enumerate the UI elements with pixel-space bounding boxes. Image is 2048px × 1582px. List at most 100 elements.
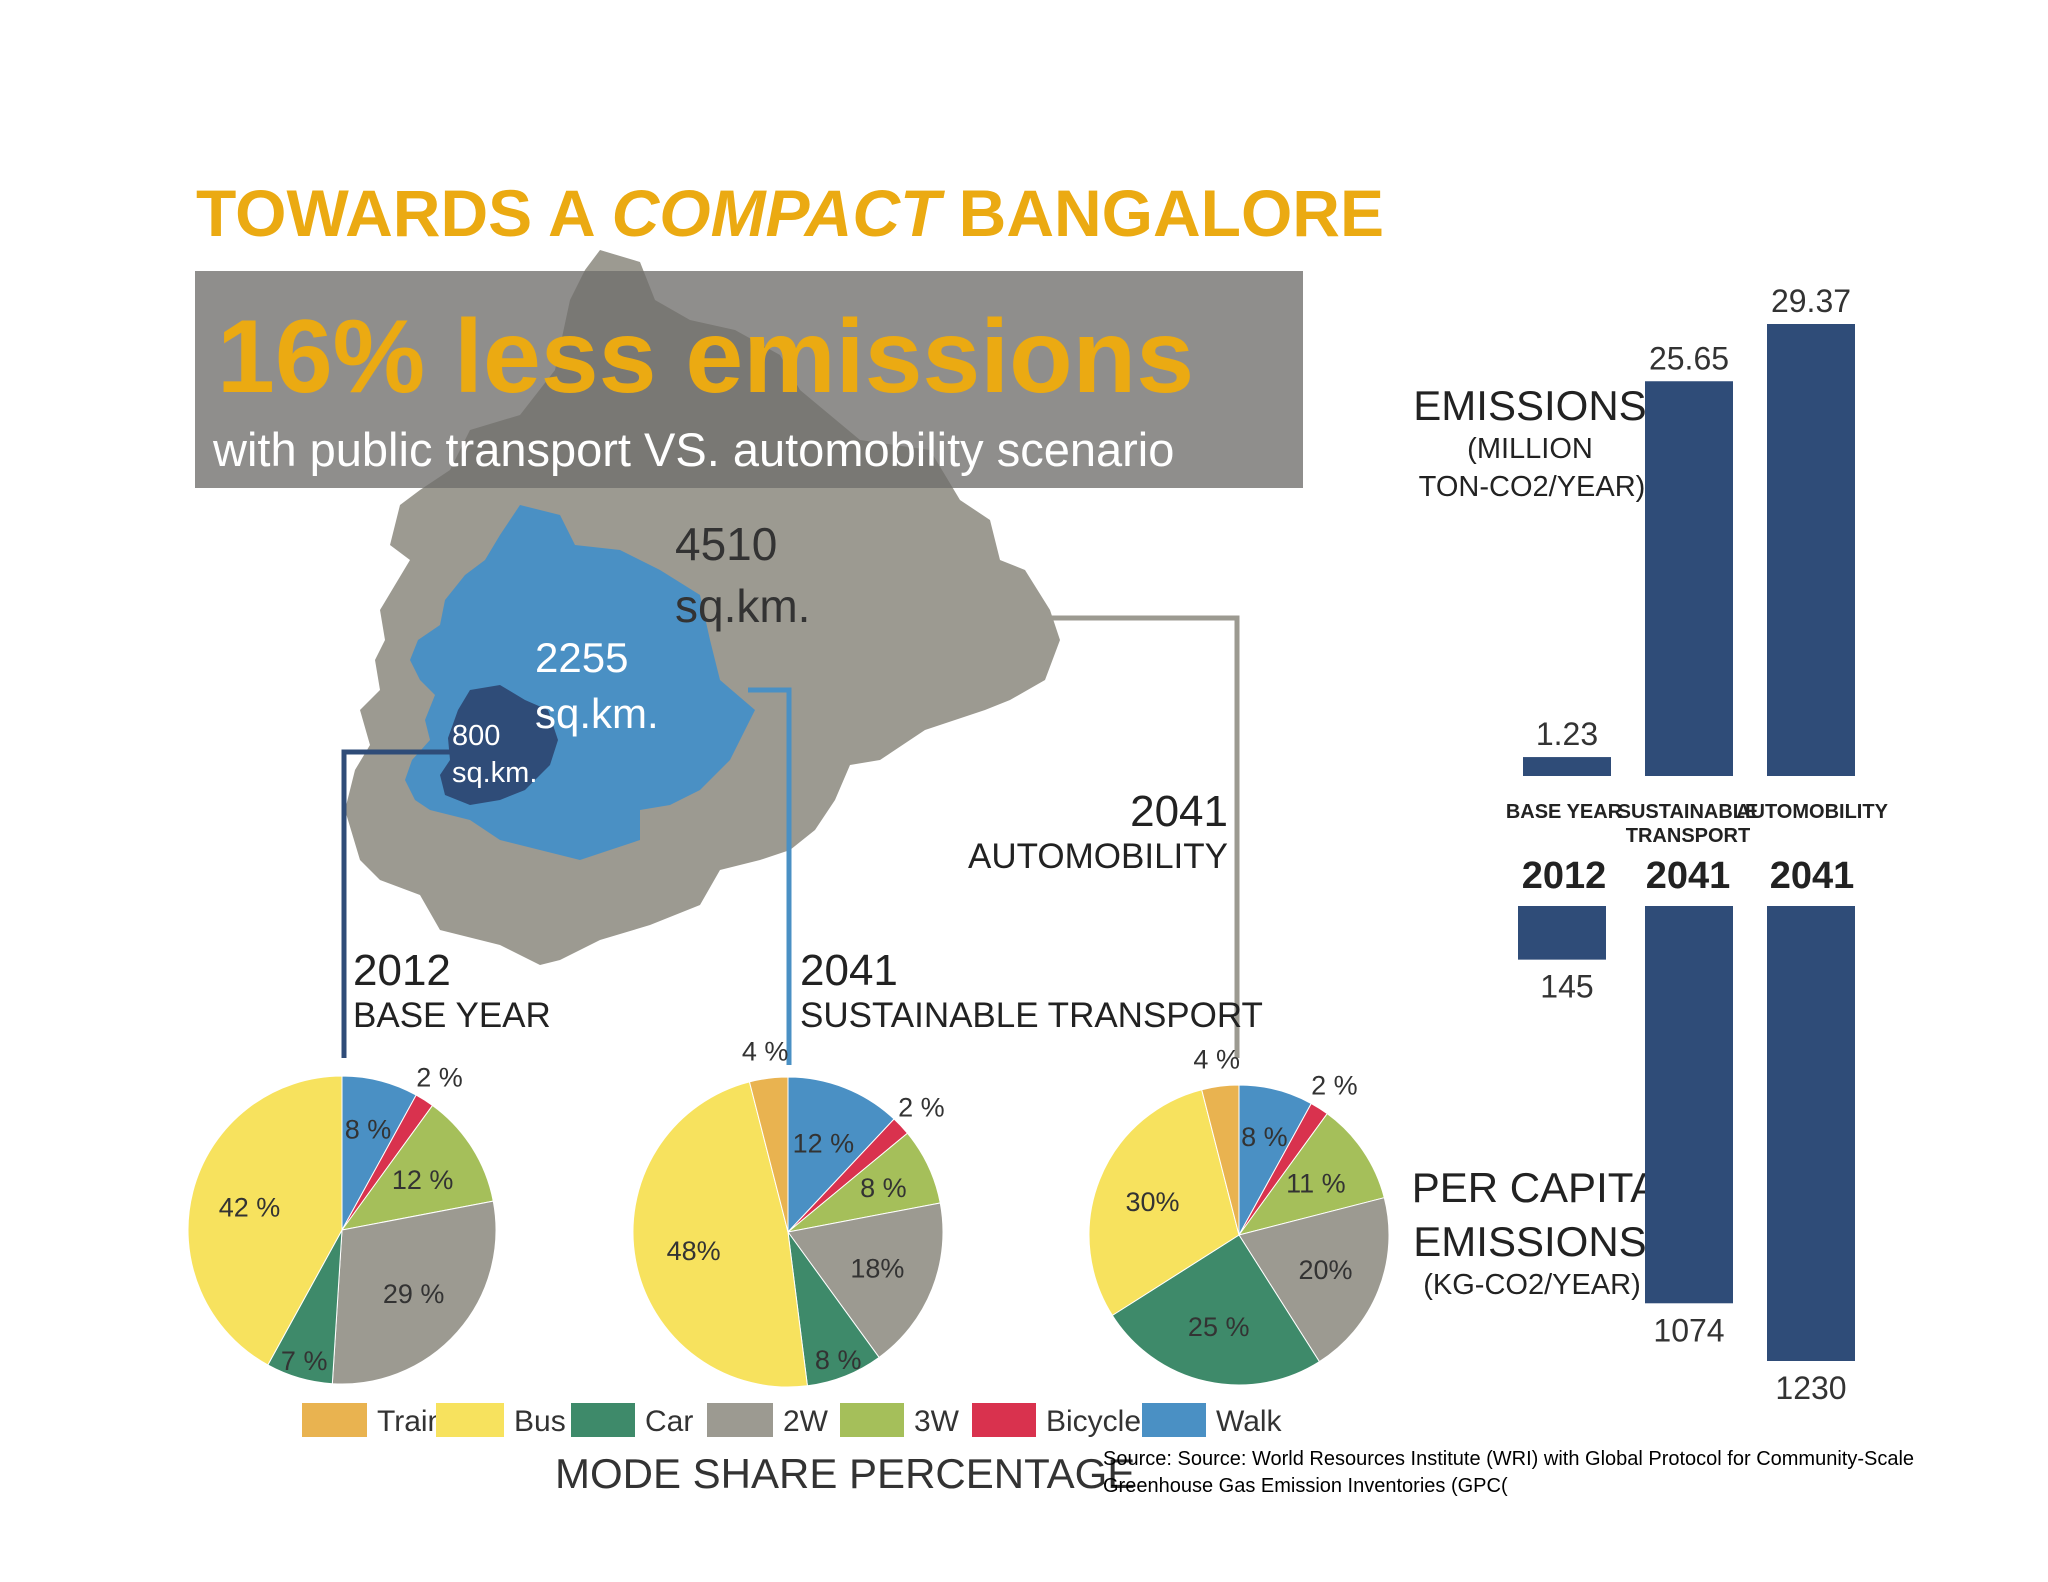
pie-label-walk: 8 % <box>345 1115 392 1145</box>
column-label-sustainable-1: SUSTAINABLE <box>1618 801 1759 823</box>
source-note: Source: Source: World Resources Institut… <box>1103 1448 1915 1497</box>
title-part-3: BANGALORE <box>940 176 1384 250</box>
legend-swatch-train <box>302 1403 367 1437</box>
scenario-2-label: SUSTAINABLE TRANSPORT <box>800 996 1263 1035</box>
legend-swatch-bicycle <box>972 1403 1036 1437</box>
pie-slice-bus <box>632 1081 808 1388</box>
pie-label-3w: 8 % <box>860 1173 907 1203</box>
pie-label-walk: 8 % <box>1241 1122 1288 1152</box>
emissions-panel: EMISSIONS (MILLION TON-CO2/YEAR) PER CAP… <box>1412 283 1889 1406</box>
pie-label-train: 4 % <box>742 1036 789 1066</box>
scenario-1-label: BASE YEAR <box>353 996 551 1035</box>
pie-label-2w: 29 % <box>383 1279 445 1309</box>
mode-share-legend: Train Bus Car 2W 3W Bicycle Walk <box>302 1403 1283 1438</box>
map-inner-value: 800 <box>452 720 500 752</box>
map-inner-region <box>440 685 558 805</box>
pie-chart-base-year: 8 % 2 % 12 % 29 % 7 % 42 % <box>187 1062 497 1385</box>
legend-label-bicycle: Bicycle <box>1046 1405 1141 1438</box>
headline-banner <box>195 271 1303 488</box>
pie-label-bus: 48% <box>667 1236 721 1266</box>
per-capita-label-2: EMISSIONS <box>1413 1218 1646 1265</box>
pie-label-bus: 30% <box>1125 1187 1179 1217</box>
pie-label-car: 7 % <box>281 1346 328 1376</box>
pie-chart-automobility: 8 % 2 % 11 % 20% 25 % 30% 4 % <box>1088 1044 1390 1386</box>
per-capita-bar-2 <box>1645 906 1733 1304</box>
legend-label-bus: Bus <box>514 1405 566 1438</box>
legend-label-3w: 3W <box>914 1405 960 1438</box>
legend-label-2w: 2W <box>783 1405 829 1438</box>
legend-label-walk: Walk <box>1216 1405 1283 1438</box>
pie-label-walk: 12 % <box>793 1129 855 1159</box>
pie-slice-train <box>1201 1084 1240 1236</box>
pie-slice-bus <box>187 1075 343 1366</box>
headline-text: 16% less emissions <box>217 299 1194 415</box>
scenario-1-year: 2012 <box>353 946 451 995</box>
pie-label-bus: 42 % <box>219 1192 281 1222</box>
per-capita-bar-label-2: 1074 <box>1653 1312 1724 1348</box>
per-capita-bar-label-1: 145 <box>1540 969 1593 1005</box>
pie-slice-train <box>748 1076 789 1233</box>
legend-label-train: Train <box>377 1405 444 1438</box>
title-part-2: COMPACT <box>612 176 945 250</box>
connector-line-automobility <box>1040 615 1240 1058</box>
pie-slice-2w <box>1238 1197 1390 1363</box>
connector-line-base <box>341 749 460 1058</box>
emissions-label-2: (MILLION <box>1467 433 1593 465</box>
per-capita-bar-label-3: 1230 <box>1775 1370 1846 1406</box>
legend-swatch-2w <box>707 1403 773 1437</box>
pie-label-bicycle: 2 % <box>1311 1071 1358 1101</box>
pie-label-2w: 20% <box>1298 1255 1352 1285</box>
emissions-bar-3 <box>1767 324 1855 776</box>
pie-label-2w: 18% <box>850 1253 904 1283</box>
map-inner-unit: sq.km. <box>452 757 537 789</box>
column-label-automobility: AUTOMOBILITY <box>1736 801 1889 823</box>
pie-label-bicycle: 2 % <box>416 1062 463 1092</box>
pie-slice-2w <box>331 1200 497 1385</box>
legend-swatch-car <box>571 1403 635 1437</box>
emissions-label-1: EMISSIONS <box>1413 382 1646 429</box>
legend-label-car: Car <box>645 1405 693 1438</box>
per-capita-bar-3 <box>1767 906 1855 1361</box>
map-mid-value: 2255 <box>535 634 628 681</box>
emissions-bar-label-3: 29.37 <box>1771 283 1851 319</box>
pie-label-3w: 12 % <box>392 1165 454 1195</box>
pie-label-train: 4 % <box>1193 1044 1240 1074</box>
column-label-sustainable-2: TRANSPORT <box>1626 825 1750 847</box>
emissions-bar-label-2: 25.65 <box>1649 340 1729 376</box>
pie-chart-sustainable-transport: 12 % 2 % 8 % 18% 8 % 48% 4 % <box>632 1036 945 1388</box>
map-outer-value: 4510 <box>675 518 777 570</box>
pie-slice-bus <box>1088 1089 1240 1317</box>
column-year-automobility: 2041 <box>1770 855 1855 897</box>
headline-subtext: with public transport VS. automobility s… <box>212 423 1174 476</box>
pie-label-car: 25 % <box>1188 1312 1250 1342</box>
scenario-3-label: AUTOMOBILITY <box>968 837 1228 876</box>
pie-label-3w: 11 % <box>1286 1169 1346 1199</box>
pie-label-car: 8 % <box>815 1345 862 1375</box>
emissions-bar-1 <box>1523 757 1611 776</box>
per-capita-bar-1 <box>1518 906 1606 960</box>
emissions-bar-2 <box>1645 381 1733 776</box>
map-outer-unit: sq.km. <box>675 580 810 632</box>
legend-swatch-bus <box>436 1403 504 1437</box>
emissions-bar-chart: 1.23 25.65 29.37 <box>1523 283 1855 776</box>
column-year-sustainable: 2041 <box>1646 855 1731 897</box>
pie-slice-3w <box>340 1104 494 1231</box>
page-title: TOWARDS A COMPACT BANGALORE <box>196 176 1384 250</box>
pie-slice-2w <box>787 1202 944 1359</box>
pie-slice-3w <box>1237 1112 1385 1236</box>
pie-slice-walk <box>787 1076 895 1234</box>
per-capita-label-3: (KG-CO2/YEAR) <box>1423 1269 1641 1301</box>
legend-swatch-walk <box>1142 1403 1206 1437</box>
scenario-3-year: 2041 <box>1130 787 1228 836</box>
map-mid-unit: sq.km. <box>535 690 659 737</box>
column-label-base-year: BASE YEAR <box>1506 801 1623 823</box>
connector-line-sustainable <box>748 687 792 1065</box>
pie-label-bicycle: 2 % <box>898 1093 945 1123</box>
pie-slice-car <box>1111 1234 1321 1386</box>
column-year-base: 2012 <box>1522 855 1607 897</box>
emissions-label-3: TON-CO2/YEAR) <box>1419 471 1646 503</box>
emissions-bar-label-1: 1.23 <box>1536 716 1598 752</box>
title-part-1: TOWARDS A <box>196 176 612 250</box>
per-capita-label-1: PER CAPITA <box>1412 1164 1659 1211</box>
legend-title: MODE SHARE PERCENTAGE <box>555 1450 1135 1497</box>
